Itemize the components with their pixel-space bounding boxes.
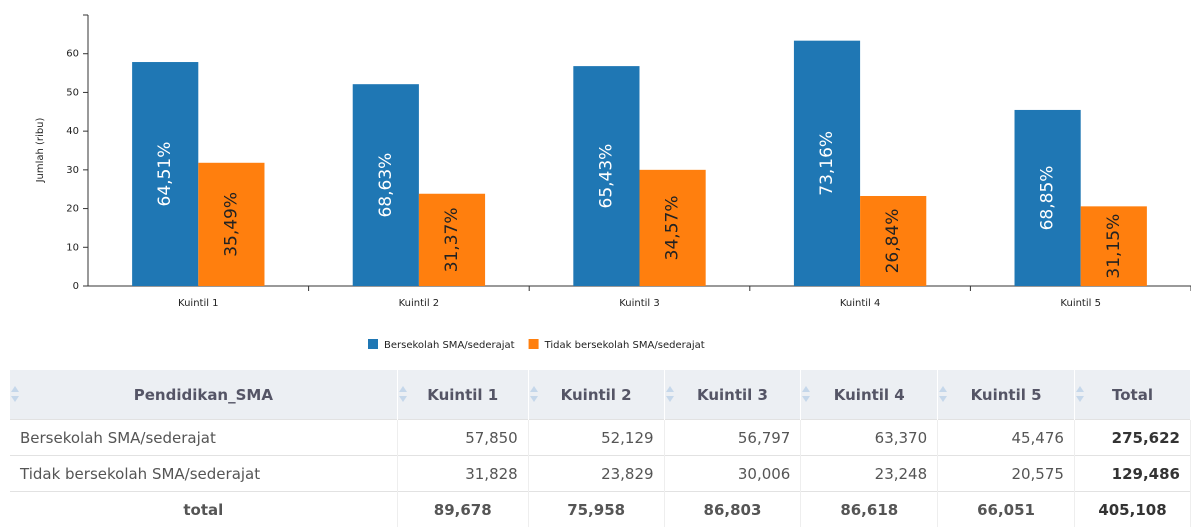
sort-down xyxy=(529,396,538,402)
table-cell: 20,575 xyxy=(937,455,1075,492)
sort-down xyxy=(1075,396,1084,402)
table-cell: 405,108 xyxy=(1074,491,1191,527)
sort-down xyxy=(802,396,811,402)
sort-up xyxy=(665,386,674,392)
data-table: Pendidikan_SMA Kuintil 1 Kuintil 2 Kuintil … xyxy=(10,370,1191,527)
table-cell: 89,678 xyxy=(397,491,529,527)
table-row: Tidak bersekolah SMA/sederajat 31,828 23,8… xyxy=(10,455,1191,492)
share-label: 65,43% xyxy=(596,144,616,209)
sort-down xyxy=(398,396,407,402)
share-label: 73,16% xyxy=(817,131,837,196)
chart: Jumlah (ribu) 0 10 20 30 40 50 60 Kuintil 1 64,5… xyxy=(35,14,1191,351)
sort-down xyxy=(939,396,948,402)
column-header[interactable]: Kuintil 5 xyxy=(937,370,1075,420)
column-header[interactable]: Total xyxy=(1074,370,1191,420)
sort-icon xyxy=(939,386,948,402)
column-header[interactable]: Kuintil 1 xyxy=(397,370,529,420)
table-cell: 275,622 xyxy=(1074,419,1191,456)
legend-label: Tidak bersekolah SMA/sederajat xyxy=(544,340,705,351)
sort-up xyxy=(398,386,407,392)
bar xyxy=(132,62,199,286)
share-label: 68,85% xyxy=(1038,166,1058,231)
sort-up xyxy=(529,386,538,392)
legend-swatch xyxy=(368,339,378,349)
bar xyxy=(1014,109,1081,286)
x-tick-label: Kuintil 4 xyxy=(840,298,881,309)
bar xyxy=(573,66,640,286)
y-tick-label: 20 xyxy=(66,204,79,215)
bar xyxy=(639,169,706,286)
sort-icon xyxy=(665,386,674,402)
y-tick-label: 30 xyxy=(66,165,79,176)
share-label: 31,15% xyxy=(1104,214,1124,279)
column-header[interactable]: Kuintil 2 xyxy=(528,370,665,420)
y-tick-label: 60 xyxy=(66,49,79,60)
column-header[interactable]: Kuintil 4 xyxy=(800,370,939,420)
x-tick-label: Kuintil 3 xyxy=(619,298,660,309)
legend-label: Bersekolah SMA/sederajat xyxy=(384,340,515,351)
table-cell: 30,006 xyxy=(664,455,802,492)
table-cell: 75,958 xyxy=(528,491,665,527)
table-cell: 129,486 xyxy=(1074,455,1191,492)
table-cell: 56,797 xyxy=(664,419,802,456)
table-cell: 23,248 xyxy=(800,455,939,492)
sort-up xyxy=(1075,386,1084,392)
y-tick-label: 40 xyxy=(66,126,79,137)
bar xyxy=(860,195,927,286)
bar xyxy=(793,40,861,286)
sort-down xyxy=(665,396,674,402)
y-tick-label: 50 xyxy=(66,87,79,98)
y-tick-label: 10 xyxy=(66,242,79,253)
sort-icon xyxy=(802,386,811,402)
column-header[interactable]: Kuintil 3 xyxy=(664,370,802,420)
share-label: 26,84% xyxy=(883,209,903,274)
y-axis-label: Jumlah (ribu) xyxy=(35,117,46,183)
sort-up xyxy=(11,386,19,392)
table-cell: 52,129 xyxy=(528,419,665,456)
bar xyxy=(1080,206,1147,286)
bar xyxy=(198,162,265,286)
table-cell: Bersekolah SMA/sederajat xyxy=(10,419,398,456)
table-cell: 86,618 xyxy=(800,491,939,527)
sort-icon xyxy=(1075,386,1084,402)
sort-icon xyxy=(529,386,538,402)
y-tick-label: 0 xyxy=(73,281,79,292)
table-cell: 86,803 xyxy=(664,491,802,527)
sort-icon xyxy=(11,386,19,402)
x-tick-label: Kuintil 2 xyxy=(399,298,440,309)
table-cell: 63,370 xyxy=(800,419,939,456)
share-label: 68,63% xyxy=(376,153,396,218)
sort-up xyxy=(939,386,948,392)
column-header[interactable]: Pendidikan_SMA xyxy=(10,370,398,420)
x-tick-label: Kuintil 1 xyxy=(178,298,219,309)
table-cell: 31,828 xyxy=(397,455,529,492)
table-cell: Tidak bersekolah SMA/sederajat xyxy=(10,455,398,492)
x-tick-label: Kuintil 5 xyxy=(1060,298,1101,309)
table-row: Bersekolah SMA/sederajat 57,850 52,129 56,7… xyxy=(10,419,1191,456)
table-cell: total xyxy=(10,491,398,527)
sort-down xyxy=(11,396,19,402)
share-label: 31,37% xyxy=(442,207,462,272)
share-label: 34,57% xyxy=(663,196,683,261)
share-label: 64,51% xyxy=(155,142,175,207)
sort-icon xyxy=(398,386,407,402)
bar xyxy=(352,84,419,286)
sort-up xyxy=(802,386,811,392)
table-cell: 66,051 xyxy=(937,491,1075,527)
table-row: total 89,678 75,958 86,803 86,618 66,051 405,1… xyxy=(10,491,1191,527)
table-cell: 45,476 xyxy=(937,419,1075,456)
legend-swatch xyxy=(528,339,539,349)
table-cell: 57,850 xyxy=(397,419,529,456)
bar xyxy=(418,193,486,286)
share-label: 35,49% xyxy=(221,192,241,257)
table-cell: 23,829 xyxy=(528,455,665,492)
